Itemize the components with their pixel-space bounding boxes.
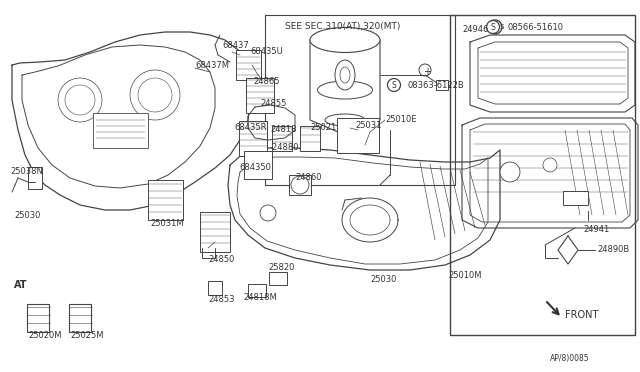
Ellipse shape <box>291 176 309 194</box>
Text: FRONT: FRONT <box>565 310 598 320</box>
Text: 25010E: 25010E <box>385 115 417 125</box>
Ellipse shape <box>260 205 276 221</box>
Text: 08566-51610: 08566-51610 <box>508 22 564 32</box>
Bar <box>28 167 42 189</box>
Text: 25031M: 25031M <box>150 218 184 228</box>
Bar <box>563 191 588 205</box>
Text: 24850: 24850 <box>208 256 234 264</box>
Bar <box>337 118 379 153</box>
Bar <box>248 283 266 296</box>
Text: AT: AT <box>14 280 28 290</box>
Ellipse shape <box>65 85 95 115</box>
Text: +: + <box>423 67 431 77</box>
Text: 25020M: 25020M <box>28 330 61 340</box>
Bar <box>449 15 634 335</box>
Ellipse shape <box>340 67 350 83</box>
Text: 24818: 24818 <box>270 125 296 135</box>
Bar <box>27 304 49 332</box>
Bar <box>69 304 91 332</box>
Ellipse shape <box>488 20 502 34</box>
Text: S: S <box>491 22 495 32</box>
Bar <box>93 112 147 148</box>
Bar <box>269 272 287 285</box>
Text: 24890B: 24890B <box>597 246 629 254</box>
Text: 24860: 24860 <box>295 173 321 183</box>
Text: 25820: 25820 <box>268 263 294 273</box>
Ellipse shape <box>138 78 172 112</box>
Text: 25010M: 25010M <box>448 270 481 279</box>
Text: 25031: 25031 <box>355 121 381 129</box>
Text: AP/8)0085: AP/8)0085 <box>550 353 589 362</box>
Text: SEE SEC.310(AT),320(MT): SEE SEC.310(AT),320(MT) <box>285 22 401 31</box>
Bar <box>436 80 448 90</box>
Text: 68435R: 68435R <box>234 124 266 132</box>
Ellipse shape <box>335 60 355 90</box>
Bar <box>289 175 311 195</box>
Bar <box>236 50 260 80</box>
Ellipse shape <box>543 158 557 172</box>
Text: 24865: 24865 <box>253 77 280 87</box>
Text: 24853: 24853 <box>208 295 234 305</box>
Text: 08363-6122B: 08363-6122B <box>408 80 465 90</box>
Text: 24946: 24946 <box>462 26 488 35</box>
Bar <box>246 77 274 112</box>
Ellipse shape <box>310 28 380 52</box>
Bar <box>147 180 182 220</box>
Ellipse shape <box>387 78 401 92</box>
Bar <box>244 151 272 179</box>
Text: 25030: 25030 <box>14 211 40 219</box>
Ellipse shape <box>58 78 102 122</box>
Bar <box>272 125 292 151</box>
Text: 684350: 684350 <box>239 164 271 173</box>
Text: -24880: -24880 <box>270 144 300 153</box>
Text: 24855: 24855 <box>260 99 286 108</box>
Bar <box>200 212 230 252</box>
Text: 68437M: 68437M <box>195 61 229 70</box>
Text: 25021: 25021 <box>310 124 336 132</box>
Bar <box>239 121 267 155</box>
Ellipse shape <box>317 81 372 99</box>
Text: 68437: 68437 <box>222 41 249 49</box>
Text: S: S <box>500 24 504 30</box>
Bar <box>300 125 320 151</box>
Text: 25030: 25030 <box>370 276 396 285</box>
Bar <box>208 281 222 295</box>
Ellipse shape <box>419 64 431 76</box>
Text: 68435U: 68435U <box>250 48 283 57</box>
Ellipse shape <box>325 114 365 126</box>
Text: 24941: 24941 <box>583 225 609 234</box>
Ellipse shape <box>130 70 180 120</box>
Ellipse shape <box>500 162 520 182</box>
Text: S: S <box>392 80 396 90</box>
Text: 24818M: 24818M <box>243 294 276 302</box>
Ellipse shape <box>486 20 499 33</box>
Text: 25025M: 25025M <box>70 330 104 340</box>
Text: 25038N: 25038N <box>10 167 43 176</box>
